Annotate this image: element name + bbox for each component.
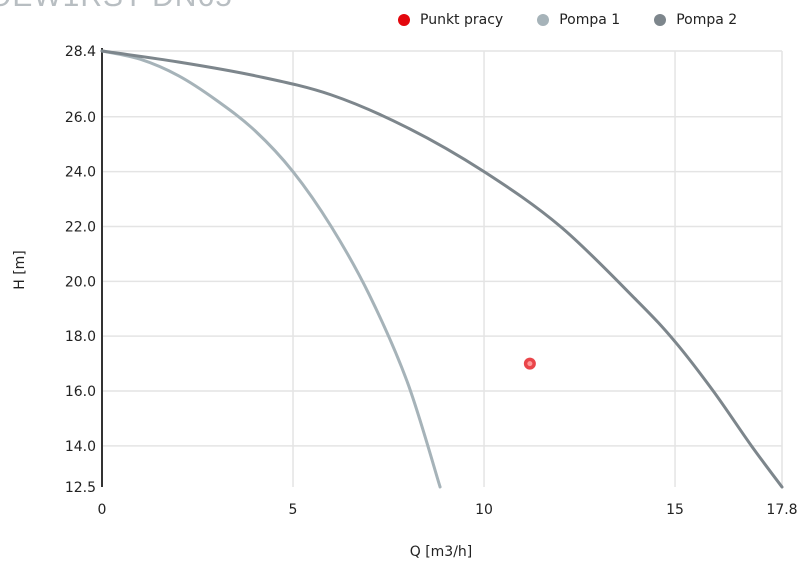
legend-marker-pompa-2: [654, 14, 667, 26]
series-layer: [100, 49, 784, 489]
y-tick-label: 12.5: [65, 480, 96, 496]
y-tick-label: 26.0: [65, 110, 96, 126]
legend-label-pompa-1: Pompa 1: [559, 12, 621, 28]
x-axis-label: Q [m3/h]: [410, 544, 473, 560]
y-axis-label: H [m]: [12, 250, 28, 290]
y-axis-ticks: 12.5 14.0 16.0 18.0 20.0 22.0 24.0 26.0 28.4: [65, 44, 96, 496]
x-tick-label: 17.8: [766, 502, 797, 518]
page-title: OEW1RST DN65: [0, 0, 233, 14]
legend-label-pompa-2: Pompa 2: [676, 12, 738, 28]
legend-item-pompa-1[interactable]: Pompa 1: [537, 12, 620, 28]
legend-marker-pompa-1: [537, 14, 550, 26]
legend-item-punkt-pracy[interactable]: Punkt pracy: [398, 12, 503, 28]
x-tick-label: 15: [666, 502, 684, 518]
y-tick-label: 24.0: [65, 165, 96, 181]
x-tick-label: 5: [289, 502, 298, 518]
series-line-pompa-1: [100, 49, 442, 489]
x-tick-label: 10: [475, 502, 493, 518]
legend-label-punkt-pracy: Punkt pracy: [420, 12, 504, 28]
grid-lines: [102, 50, 783, 487]
y-tick-label: 22.0: [65, 219, 96, 235]
data-point-core-punkt-pracy: [527, 361, 533, 367]
chart-legend: Punkt pracy Pompa 1 Pompa 2: [398, 12, 737, 28]
x-axis-ticks: 0 5 10 15 17.8: [98, 502, 798, 518]
y-tick-label: 14.0: [65, 439, 96, 455]
y-tick-label: 18.0: [65, 329, 96, 345]
y-tick-label: 16.0: [65, 384, 96, 400]
x-tick-label: 0: [98, 502, 107, 518]
legend-marker-punkt-pracy: [398, 14, 410, 26]
y-tick-label: 20.0: [65, 274, 96, 290]
legend-item-pompa-2[interactable]: Pompa 2: [654, 12, 737, 28]
series-line-pompa-2: [100, 49, 784, 489]
y-tick-label: 28.4: [65, 44, 96, 60]
